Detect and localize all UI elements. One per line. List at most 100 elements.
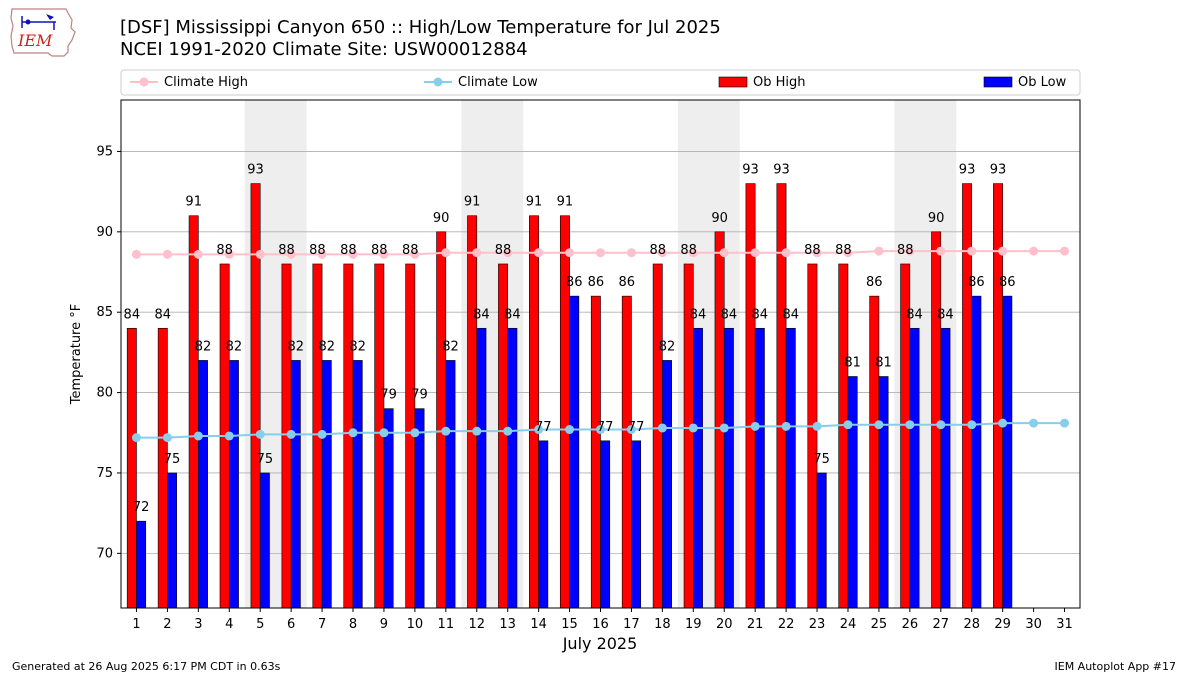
climate-low-point bbox=[626, 425, 636, 435]
ob-low-label: 77 bbox=[535, 420, 552, 435]
climate-high-point bbox=[193, 249, 203, 259]
legend-climate-low-marker bbox=[433, 77, 443, 87]
ob-low-bar bbox=[445, 360, 456, 609]
climate-high-point bbox=[317, 249, 327, 259]
ob-low-label: 84 bbox=[504, 307, 521, 322]
ob-low-bar bbox=[909, 327, 920, 609]
climate-low-point bbox=[410, 428, 420, 438]
y-tick-label: 75 bbox=[96, 466, 113, 481]
climate-low-point bbox=[688, 423, 698, 433]
climate-high-point bbox=[162, 249, 172, 259]
climate-low-point bbox=[967, 420, 977, 430]
ob-low-label: 82 bbox=[659, 339, 676, 354]
climate-low-point bbox=[719, 423, 729, 433]
x-tick-label: 28 bbox=[963, 617, 980, 632]
ob-high-label: 88 bbox=[371, 243, 388, 258]
x-tick-label: 2 bbox=[163, 617, 171, 632]
ob-high-bar bbox=[776, 183, 787, 609]
chart-title-line2: NCEI 1991-2020 Climate Site: USW00012884 bbox=[120, 39, 528, 60]
ob-high-label: 88 bbox=[278, 243, 295, 258]
x-tick-label: 29 bbox=[994, 617, 1011, 632]
ob-low-bar bbox=[476, 327, 487, 609]
x-tick-label: 19 bbox=[685, 617, 702, 632]
ob-low-bar bbox=[538, 440, 549, 609]
ob-low-bar bbox=[352, 360, 363, 609]
ob-low-bar bbox=[971, 295, 982, 609]
climate-high-point bbox=[565, 248, 575, 258]
climate-low-point bbox=[812, 421, 822, 431]
y-tick-label: 90 bbox=[96, 225, 113, 240]
ob-low-bar bbox=[816, 472, 827, 609]
ob-low-label: 81 bbox=[844, 356, 861, 371]
climate-low-point bbox=[162, 433, 172, 443]
ob-low-label: 75 bbox=[257, 452, 274, 467]
climate-high-point bbox=[874, 246, 884, 256]
climate-low-point bbox=[348, 428, 358, 438]
ob-high-label: 90 bbox=[433, 211, 450, 226]
ob-low-bar bbox=[1002, 295, 1013, 609]
ob-high-label: 91 bbox=[464, 195, 481, 210]
climate-low-point bbox=[657, 423, 667, 433]
y-tick-label: 80 bbox=[96, 386, 113, 401]
ob-high-label: 88 bbox=[309, 243, 326, 258]
legend-climate-low-text: Climate Low bbox=[458, 75, 538, 90]
ob-high-label: 90 bbox=[711, 211, 728, 226]
x-tick-label: 14 bbox=[530, 617, 547, 632]
ob-high-label: 91 bbox=[185, 195, 202, 210]
x-tick-label: 18 bbox=[654, 617, 671, 632]
ob-high-label: 91 bbox=[526, 195, 543, 210]
ob-low-bar bbox=[723, 327, 734, 609]
ob-high-bar bbox=[621, 295, 632, 609]
ob-high-label: 93 bbox=[959, 163, 976, 178]
chart-title-line1: [DSF] Mississippi Canyon 650 :: High/Low… bbox=[120, 17, 721, 38]
climate-low-point bbox=[843, 420, 853, 430]
climate-high-point bbox=[626, 248, 636, 258]
climate-high-point bbox=[131, 249, 141, 259]
y-tick-label: 95 bbox=[96, 144, 113, 159]
x-tick-label: 6 bbox=[287, 617, 295, 632]
ob-low-bar bbox=[693, 327, 703, 609]
ob-high-label: 90 bbox=[928, 211, 945, 226]
x-tick-label: 4 bbox=[225, 617, 233, 632]
ob-high-label: 84 bbox=[124, 307, 141, 322]
climate-high-point bbox=[750, 248, 760, 258]
x-tick-label: 13 bbox=[499, 617, 516, 632]
ob-low-bar bbox=[321, 360, 332, 609]
ob-high-bar bbox=[157, 327, 168, 609]
logo-text: IEM bbox=[17, 31, 53, 50]
ob-low-label: 79 bbox=[411, 388, 428, 403]
ob-high-label: 88 bbox=[897, 243, 914, 258]
ob-high-label: 88 bbox=[835, 243, 852, 258]
ob-low-label: 82 bbox=[349, 339, 366, 354]
climate-low-point bbox=[379, 428, 389, 438]
ob-low-bar bbox=[631, 440, 642, 609]
ob-low-label: 84 bbox=[906, 307, 923, 322]
x-tick-label: 27 bbox=[933, 617, 950, 632]
ob-low-label: 82 bbox=[226, 339, 243, 354]
x-tick-label: 8 bbox=[349, 617, 357, 632]
climate-high-point bbox=[998, 246, 1008, 256]
ob-high-label: 93 bbox=[247, 163, 264, 178]
ob-low-label: 84 bbox=[690, 307, 707, 322]
ob-high-label: 86 bbox=[866, 275, 883, 290]
legend-ob-high-text: Ob High bbox=[753, 75, 806, 90]
x-tick-label: 30 bbox=[1025, 617, 1042, 632]
climate-low-point bbox=[317, 429, 327, 439]
climate-low-point bbox=[1029, 418, 1039, 428]
x-tick-label: 16 bbox=[592, 617, 609, 632]
x-tick-label: 25 bbox=[871, 617, 888, 632]
climate-high-point bbox=[812, 248, 822, 258]
ob-low-label: 82 bbox=[318, 339, 335, 354]
climate-high-point bbox=[534, 248, 544, 258]
y-tick-label: 70 bbox=[96, 546, 113, 561]
ob-low-bar bbox=[785, 327, 796, 609]
climate-high-point bbox=[503, 248, 513, 258]
ob-high-bar bbox=[529, 215, 539, 609]
ob-low-bar bbox=[167, 472, 177, 609]
ob-low-bar bbox=[383, 408, 394, 609]
ob-high-bar bbox=[745, 183, 756, 609]
climate-high-point bbox=[286, 249, 296, 259]
climate-low-point bbox=[596, 425, 605, 435]
ob-low-label: 82 bbox=[442, 339, 459, 354]
